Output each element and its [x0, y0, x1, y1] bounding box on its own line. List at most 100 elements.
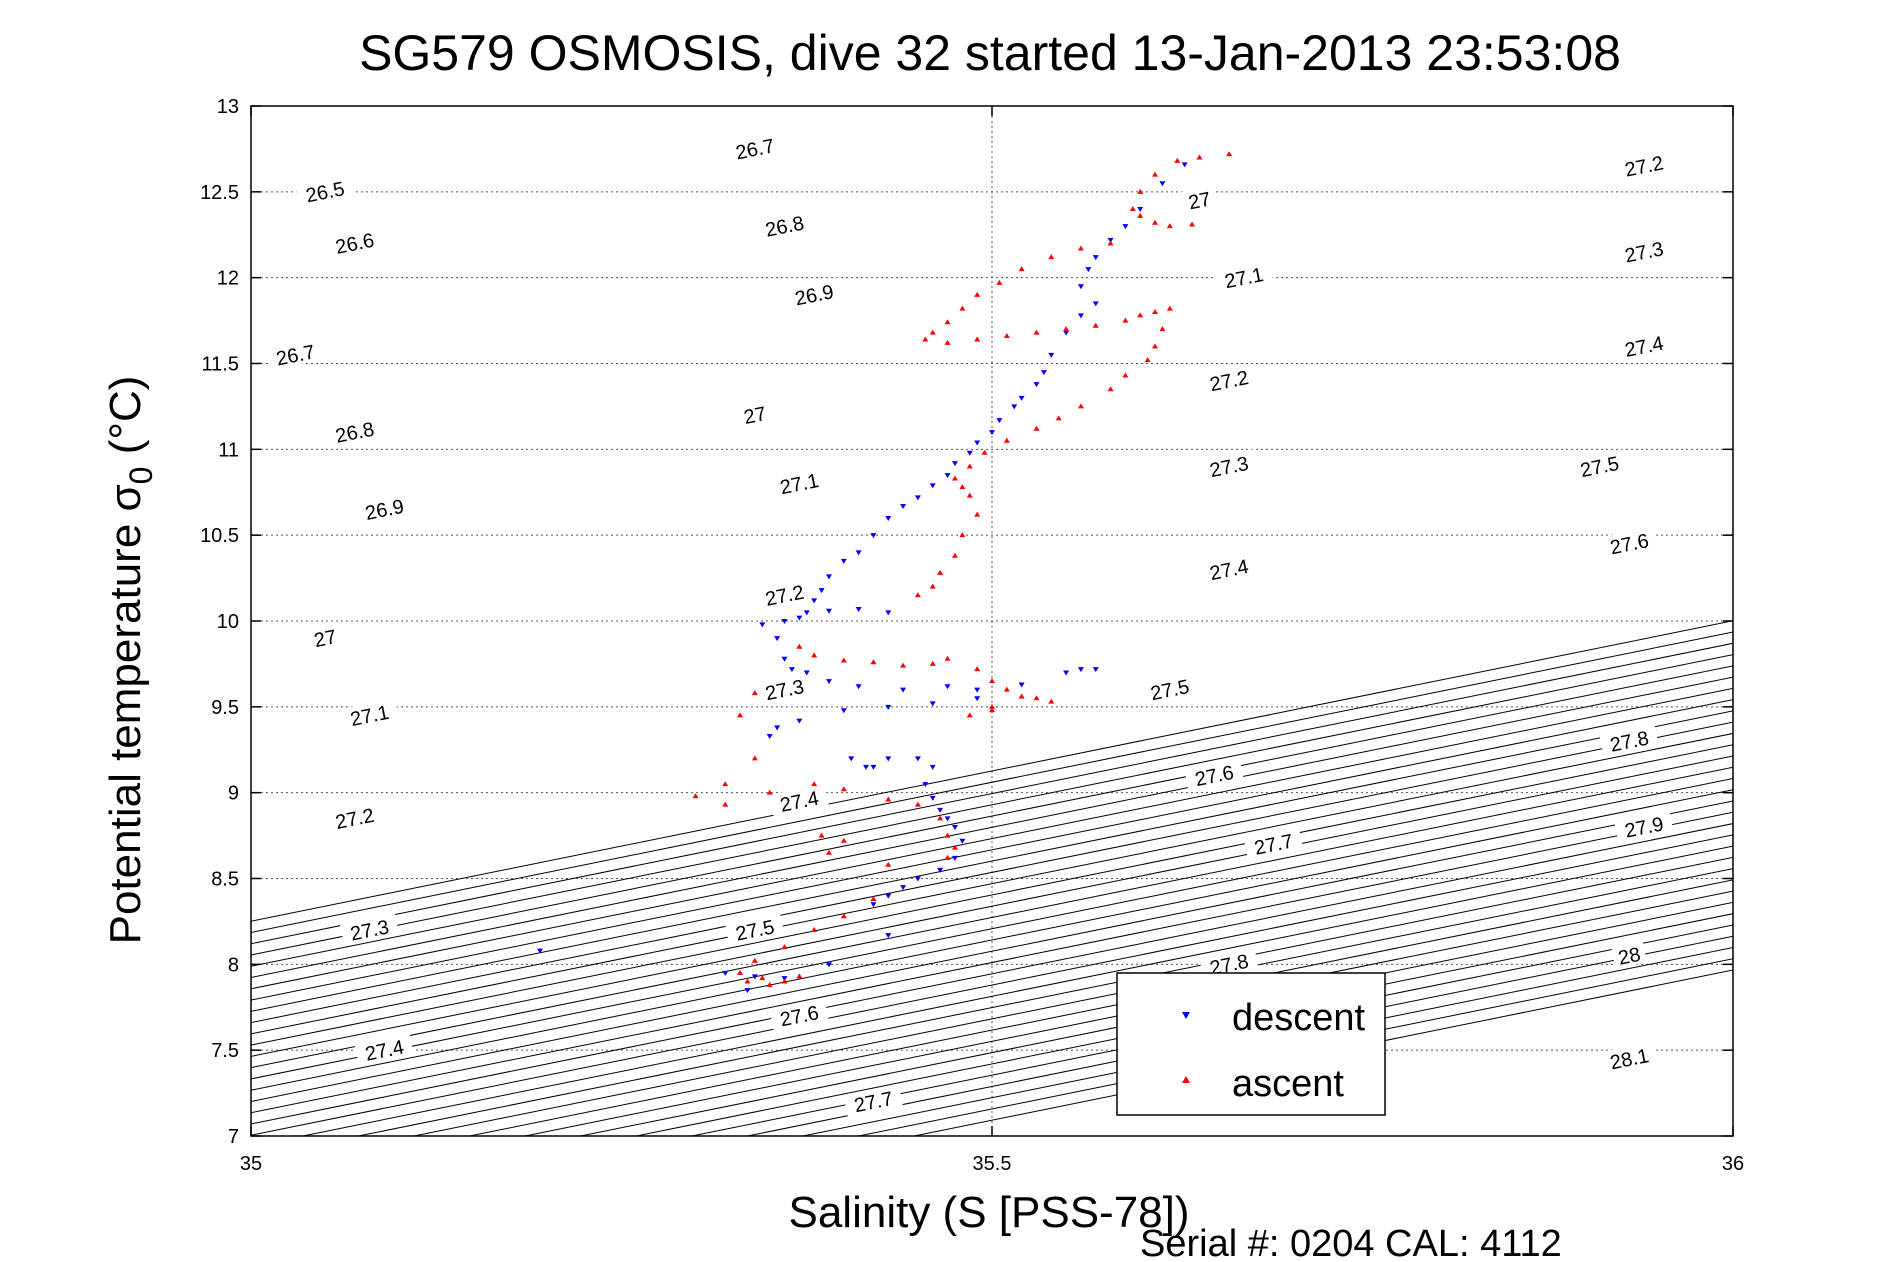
contour-label-bg [1614, 234, 1674, 268]
y-tick-label: 11 [218, 439, 239, 461]
ascent-point [937, 569, 944, 575]
contour-label: 26.5 [295, 174, 355, 208]
contour-label-text: 27 [742, 403, 768, 429]
descent-point [855, 684, 862, 690]
legend-box [1116, 972, 1386, 1116]
contour-label-bg [769, 998, 829, 1032]
isopycnal-line [251, 699, 1733, 1001]
ascent-point [966, 492, 973, 498]
descent-point [1011, 404, 1018, 410]
ascent-point [1152, 309, 1159, 314]
ascent-point [1189, 221, 1196, 227]
contour-label: 27.6 [769, 998, 829, 1032]
descent-point [1092, 301, 1099, 307]
contour-label-bg [725, 912, 785, 946]
contour-label: 27.2 [1199, 363, 1259, 396]
descent-point [803, 670, 810, 676]
descent-point [825, 608, 832, 614]
ascent-point [944, 319, 951, 325]
ascent-point [737, 712, 744, 718]
descent-point [759, 622, 766, 628]
y-tick-label: 9.5 [211, 697, 239, 719]
ascent-point [929, 660, 936, 666]
contour-label: 27.1 [769, 466, 829, 499]
descent-point [863, 764, 870, 770]
descent-point [885, 610, 892, 616]
contour-label-bg [1214, 260, 1274, 294]
contour-label: 26.6 [324, 226, 385, 259]
chart-title: SG579 OSMOSIS, dive 32 started 13-Jan-20… [359, 25, 1621, 81]
descent-point [1137, 207, 1144, 212]
descent-point [781, 619, 788, 624]
ascent-point [951, 844, 958, 850]
contour-label-bg [339, 698, 399, 731]
isopycnal-line [469, 879, 1733, 1136]
legend-marker-descent [1182, 1012, 1190, 1019]
descent-point [944, 684, 951, 690]
ascent-point [974, 336, 981, 342]
ascent-point [959, 484, 966, 490]
ascent-point [1107, 240, 1114, 246]
descent-point [929, 764, 936, 770]
descent-point [825, 574, 832, 580]
descent-point [1085, 267, 1092, 273]
descent-point [1077, 667, 1084, 673]
isopycnal-line [413, 868, 1733, 1136]
isopycnal-line [251, 721, 1733, 1024]
ascent-point [951, 475, 958, 481]
contour-label-bg [784, 277, 844, 311]
ascent-point [751, 957, 758, 963]
descent-point [922, 782, 929, 788]
contour-label-bg [1614, 809, 1674, 843]
ascent-point [1144, 357, 1151, 363]
descent-point [1159, 181, 1166, 187]
ascent-point [737, 969, 744, 975]
descent-point [951, 855, 958, 861]
ascent-point [766, 789, 773, 795]
descent-point [796, 718, 803, 724]
descent-point [1033, 382, 1040, 388]
contour-label-bg [1599, 1041, 1659, 1075]
ascent-point [1129, 206, 1136, 211]
ascent-point [1048, 254, 1055, 260]
ascent-point [1226, 151, 1233, 157]
x-tick-label: 35 [240, 1153, 262, 1175]
plot-area: 26.526.626.726.826.92727.127.227.327.426… [200, 96, 1744, 1175]
contour-label-bg [1599, 723, 1659, 757]
descent-point [914, 495, 921, 501]
descent-point [818, 588, 825, 594]
ascent-point [1159, 326, 1166, 332]
ascent-point [1055, 415, 1062, 421]
ascent-point [759, 975, 766, 981]
contour-label-bg [1243, 826, 1304, 860]
descent-point [959, 838, 966, 844]
ascent-point [1048, 698, 1055, 704]
isopycnal-line [251, 766, 1733, 1069]
descent-point [929, 701, 936, 707]
legend-marker-ascent [1182, 1076, 1190, 1083]
contour-label-bg [324, 414, 385, 448]
contour-label-bg [1199, 552, 1259, 585]
ascent-point [1077, 403, 1084, 409]
descent-point [803, 610, 810, 616]
ascent-point [989, 678, 995, 684]
isopycnal-line [525, 890, 1733, 1136]
contour-label: 26.9 [354, 492, 414, 525]
descent-point [781, 656, 788, 662]
isopycnal-line [747, 935, 1733, 1136]
contour-label-bg [324, 801, 385, 834]
descent-point [1040, 370, 1047, 376]
descent-point [870, 902, 877, 908]
ascent-point [929, 329, 936, 335]
series-ascent [692, 151, 1233, 987]
contour-label-bg [1614, 148, 1674, 182]
contour-label-bg [295, 174, 355, 208]
ascent-point [1166, 223, 1173, 229]
descent-point [870, 764, 877, 770]
contour-label-bg [1199, 947, 1259, 980]
isopycnal-line [302, 845, 1733, 1136]
ascent-point [692, 793, 699, 799]
ascent-point [751, 755, 758, 761]
x-tick-label: 35.5 [973, 1153, 1012, 1175]
